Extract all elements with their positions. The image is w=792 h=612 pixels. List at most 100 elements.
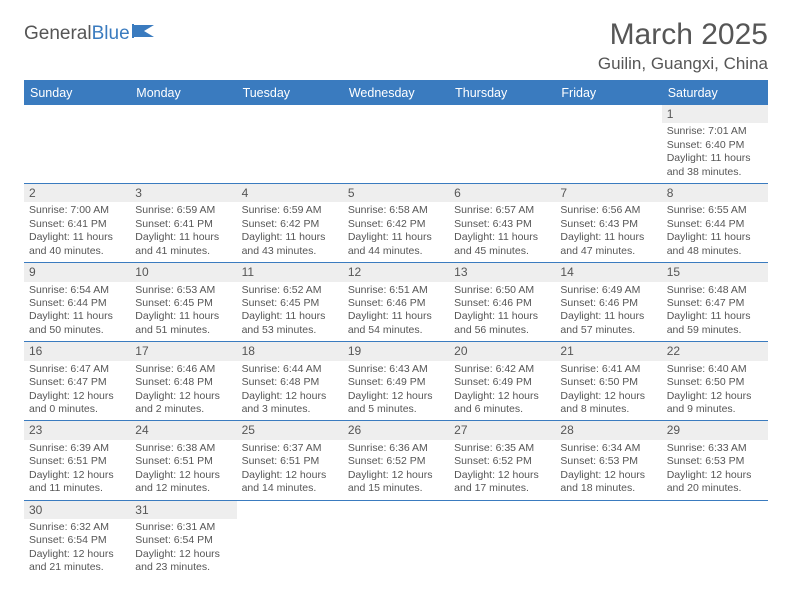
daylight-text: and 15 minutes. bbox=[348, 482, 445, 495]
day-number: 6 bbox=[449, 184, 555, 202]
day-cell: 9Sunrise: 6:54 AMSunset: 6:44 PMDaylight… bbox=[24, 263, 130, 341]
sunrise-text: Sunrise: 7:01 AM bbox=[667, 125, 764, 138]
day-cell: 18Sunrise: 6:44 AMSunset: 6:48 PMDayligh… bbox=[237, 342, 343, 420]
sunrise-text: Sunrise: 6:33 AM bbox=[667, 442, 764, 455]
daylight-text: and 3 minutes. bbox=[242, 403, 339, 416]
daylight-text: Daylight: 11 hours bbox=[560, 231, 657, 244]
daylight-text: Daylight: 12 hours bbox=[560, 469, 657, 482]
sunrise-text: Sunrise: 6:51 AM bbox=[348, 284, 445, 297]
daylight-text: and 17 minutes. bbox=[454, 482, 551, 495]
location: Guilin, Guangxi, China bbox=[598, 54, 768, 74]
day-cell: 30Sunrise: 6:32 AMSunset: 6:54 PMDayligh… bbox=[24, 501, 130, 579]
day-cell: 11Sunrise: 6:52 AMSunset: 6:45 PMDayligh… bbox=[237, 263, 343, 341]
weekday-label: Wednesday bbox=[343, 82, 449, 105]
sunrise-text: Sunrise: 6:55 AM bbox=[667, 204, 764, 217]
day-number: 5 bbox=[343, 184, 449, 202]
daylight-text: and 56 minutes. bbox=[454, 324, 551, 337]
daylight-text: and 48 minutes. bbox=[667, 245, 764, 258]
daylight-text: Daylight: 11 hours bbox=[242, 231, 339, 244]
weekday-label: Monday bbox=[130, 82, 236, 105]
day-cell: 1Sunrise: 7:01 AMSunset: 6:40 PMDaylight… bbox=[662, 105, 768, 183]
sunrise-text: Sunrise: 6:34 AM bbox=[560, 442, 657, 455]
week-row: 16Sunrise: 6:47 AMSunset: 6:47 PMDayligh… bbox=[24, 342, 768, 421]
sunrise-text: Sunrise: 6:39 AM bbox=[29, 442, 126, 455]
day-number: 14 bbox=[555, 263, 661, 281]
day-number: 13 bbox=[449, 263, 555, 281]
sunset-text: Sunset: 6:53 PM bbox=[667, 455, 764, 468]
day-number: 17 bbox=[130, 342, 236, 360]
day-cell: 4Sunrise: 6:59 AMSunset: 6:42 PMDaylight… bbox=[237, 184, 343, 262]
sunset-text: Sunset: 6:41 PM bbox=[135, 218, 232, 231]
logo-accent: Blue bbox=[92, 23, 130, 44]
daylight-text: and 8 minutes. bbox=[560, 403, 657, 416]
daylight-text: and 11 minutes. bbox=[29, 482, 126, 495]
day-number: 26 bbox=[343, 421, 449, 439]
weekday-label: Friday bbox=[555, 82, 661, 105]
daylight-text: and 59 minutes. bbox=[667, 324, 764, 337]
day-cell bbox=[555, 501, 661, 579]
sunset-text: Sunset: 6:48 PM bbox=[242, 376, 339, 389]
day-cell: 21Sunrise: 6:41 AMSunset: 6:50 PMDayligh… bbox=[555, 342, 661, 420]
week-row: 30Sunrise: 6:32 AMSunset: 6:54 PMDayligh… bbox=[24, 501, 768, 579]
flag-icon bbox=[132, 22, 158, 45]
day-cell: 15Sunrise: 6:48 AMSunset: 6:47 PMDayligh… bbox=[662, 263, 768, 341]
daylight-text: and 40 minutes. bbox=[29, 245, 126, 258]
daylight-text: and 43 minutes. bbox=[242, 245, 339, 258]
daylight-text: Daylight: 11 hours bbox=[29, 310, 126, 323]
week-row: 23Sunrise: 6:39 AMSunset: 6:51 PMDayligh… bbox=[24, 421, 768, 500]
day-cell: 5Sunrise: 6:58 AMSunset: 6:42 PMDaylight… bbox=[343, 184, 449, 262]
day-number: 18 bbox=[237, 342, 343, 360]
sunset-text: Sunset: 6:45 PM bbox=[135, 297, 232, 310]
sunset-text: Sunset: 6:42 PM bbox=[242, 218, 339, 231]
sunset-text: Sunset: 6:44 PM bbox=[667, 218, 764, 231]
day-cell: 27Sunrise: 6:35 AMSunset: 6:52 PMDayligh… bbox=[449, 421, 555, 499]
sunset-text: Sunset: 6:51 PM bbox=[242, 455, 339, 468]
weekday-header: Sunday Monday Tuesday Wednesday Thursday… bbox=[24, 82, 768, 105]
calendar: Sunday Monday Tuesday Wednesday Thursday… bbox=[24, 80, 768, 579]
daylight-text: Daylight: 12 hours bbox=[29, 548, 126, 561]
daylight-text: Daylight: 12 hours bbox=[454, 390, 551, 403]
week-row: 1Sunrise: 7:01 AMSunset: 6:40 PMDaylight… bbox=[24, 105, 768, 184]
daylight-text: Daylight: 11 hours bbox=[667, 310, 764, 323]
day-cell: 19Sunrise: 6:43 AMSunset: 6:49 PMDayligh… bbox=[343, 342, 449, 420]
sunset-text: Sunset: 6:47 PM bbox=[29, 376, 126, 389]
day-cell bbox=[662, 501, 768, 579]
sunset-text: Sunset: 6:51 PM bbox=[135, 455, 232, 468]
day-number: 16 bbox=[24, 342, 130, 360]
weeks-container: 1Sunrise: 7:01 AMSunset: 6:40 PMDaylight… bbox=[24, 105, 768, 579]
day-number: 3 bbox=[130, 184, 236, 202]
daylight-text: Daylight: 11 hours bbox=[135, 231, 232, 244]
title-block: March 2025 Guilin, Guangxi, China bbox=[598, 18, 768, 74]
day-cell: 12Sunrise: 6:51 AMSunset: 6:46 PMDayligh… bbox=[343, 263, 449, 341]
week-row: 9Sunrise: 6:54 AMSunset: 6:44 PMDaylight… bbox=[24, 263, 768, 342]
sunset-text: Sunset: 6:46 PM bbox=[454, 297, 551, 310]
sunset-text: Sunset: 6:54 PM bbox=[29, 534, 126, 547]
daylight-text: Daylight: 12 hours bbox=[242, 469, 339, 482]
daylight-text: and 20 minutes. bbox=[667, 482, 764, 495]
weekday-label: Tuesday bbox=[237, 82, 343, 105]
daylight-text: Daylight: 11 hours bbox=[242, 310, 339, 323]
sunrise-text: Sunrise: 7:00 AM bbox=[29, 204, 126, 217]
sunrise-text: Sunrise: 6:41 AM bbox=[560, 363, 657, 376]
sunset-text: Sunset: 6:52 PM bbox=[454, 455, 551, 468]
daylight-text: Daylight: 11 hours bbox=[29, 231, 126, 244]
day-cell: 24Sunrise: 6:38 AMSunset: 6:51 PMDayligh… bbox=[130, 421, 236, 499]
sunrise-text: Sunrise: 6:31 AM bbox=[135, 521, 232, 534]
sunset-text: Sunset: 6:54 PM bbox=[135, 534, 232, 547]
day-number: 10 bbox=[130, 263, 236, 281]
sunrise-text: Sunrise: 6:42 AM bbox=[454, 363, 551, 376]
daylight-text: Daylight: 11 hours bbox=[667, 152, 764, 165]
daylight-text: and 6 minutes. bbox=[454, 403, 551, 416]
daylight-text: Daylight: 12 hours bbox=[135, 469, 232, 482]
daylight-text: and 50 minutes. bbox=[29, 324, 126, 337]
daylight-text: Daylight: 11 hours bbox=[667, 231, 764, 244]
day-number: 7 bbox=[555, 184, 661, 202]
daylight-text: Daylight: 12 hours bbox=[348, 469, 445, 482]
day-cell bbox=[130, 105, 236, 183]
daylight-text: and 21 minutes. bbox=[29, 561, 126, 574]
header: GeneralBlue March 2025 Guilin, Guangxi, … bbox=[24, 18, 768, 74]
day-number: 25 bbox=[237, 421, 343, 439]
sunrise-text: Sunrise: 6:58 AM bbox=[348, 204, 445, 217]
daylight-text: and 57 minutes. bbox=[560, 324, 657, 337]
daylight-text: and 5 minutes. bbox=[348, 403, 445, 416]
